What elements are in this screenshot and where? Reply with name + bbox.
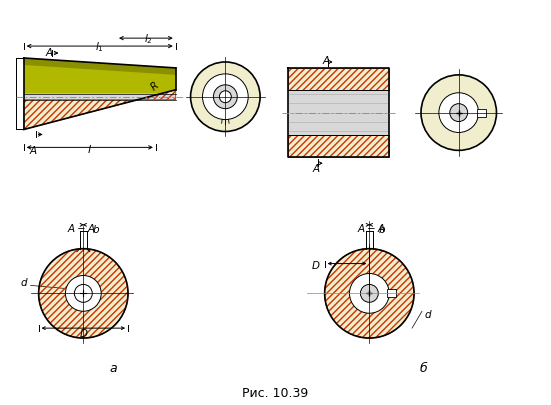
Text: Рис. 10.39: Рис. 10.39 — [242, 386, 308, 399]
Text: $A$: $A$ — [312, 162, 321, 174]
Polygon shape — [24, 59, 176, 94]
Polygon shape — [477, 109, 485, 117]
Text: а: а — [109, 362, 117, 375]
Text: $d$: $d$ — [424, 307, 433, 320]
Text: $l_2$: $l_2$ — [143, 32, 152, 46]
Circle shape — [213, 85, 237, 109]
Polygon shape — [288, 91, 389, 136]
Polygon shape — [387, 290, 396, 298]
Circle shape — [421, 76, 496, 151]
Circle shape — [66, 276, 101, 311]
Circle shape — [39, 249, 128, 338]
Circle shape — [191, 63, 260, 132]
Text: $A-A$: $A-A$ — [67, 221, 96, 233]
Circle shape — [450, 104, 468, 122]
Text: $R$: $R$ — [147, 79, 161, 93]
Text: $A$: $A$ — [45, 46, 54, 58]
Text: $b$: $b$ — [92, 222, 100, 234]
Text: $A-A$: $A-A$ — [357, 221, 386, 233]
Text: $d$: $d$ — [20, 276, 29, 288]
Text: $D$: $D$ — [311, 258, 321, 270]
Text: $l$: $l$ — [87, 143, 93, 155]
Circle shape — [360, 285, 379, 303]
Text: $D$: $D$ — [79, 326, 88, 338]
Text: $l_1$: $l_1$ — [95, 40, 104, 54]
Circle shape — [203, 75, 248, 120]
Polygon shape — [288, 136, 389, 158]
Text: $A$: $A$ — [322, 54, 331, 66]
Polygon shape — [24, 94, 176, 100]
Circle shape — [325, 249, 414, 338]
Polygon shape — [24, 91, 176, 130]
Circle shape — [349, 274, 389, 313]
Circle shape — [219, 92, 231, 103]
Polygon shape — [24, 59, 176, 76]
Text: б: б — [420, 362, 428, 375]
Text: $b$: $b$ — [378, 222, 386, 234]
Polygon shape — [288, 69, 389, 91]
Circle shape — [439, 94, 479, 133]
Circle shape — [74, 285, 92, 303]
Text: $A$: $A$ — [29, 144, 38, 156]
